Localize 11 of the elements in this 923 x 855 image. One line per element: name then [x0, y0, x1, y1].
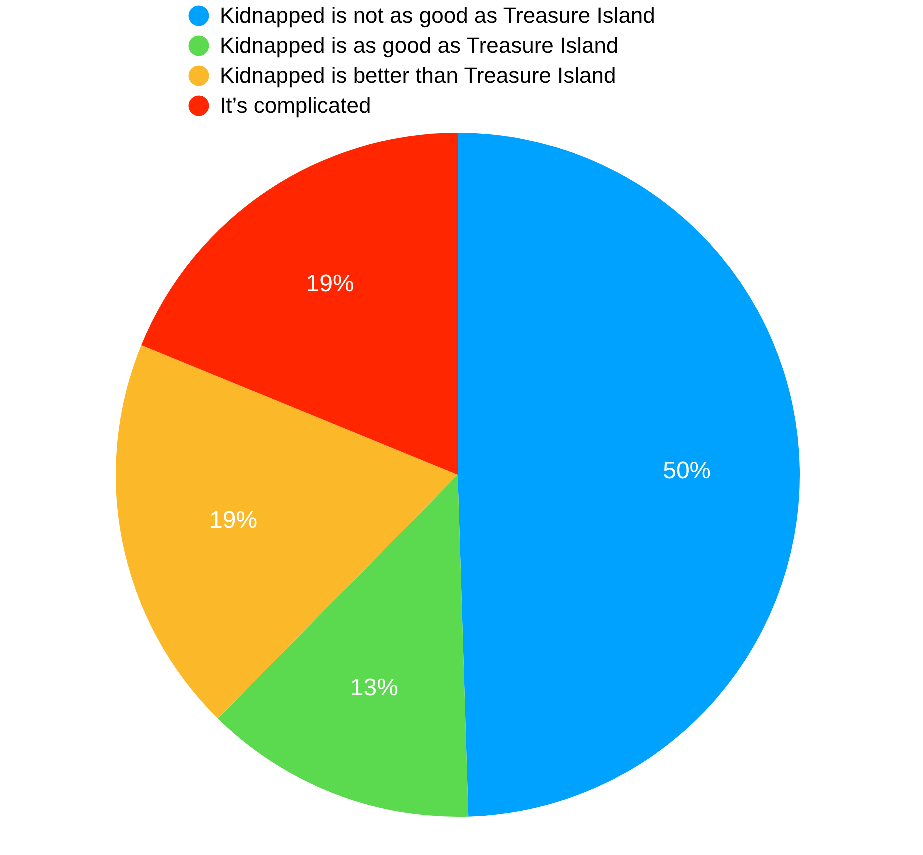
- pie-slice: [116, 345, 458, 719]
- data-label: 19%: [210, 507, 258, 534]
- data-label: 19%: [306, 270, 354, 298]
- legend-label: Kidnapped is as good as Treasure Island: [220, 33, 619, 58]
- data-label: 13%: [350, 674, 398, 702]
- data-label: 50%: [663, 457, 712, 484]
- legend-label: It’s complicated: [220, 93, 372, 118]
- pie-slice: [458, 133, 800, 817]
- legend-label: Kidnapped is not as good as Treasure Island: [220, 3, 656, 28]
- legend-label: Kidnapped is better than Treasure Island: [220, 63, 616, 88]
- pie-slice: [142, 133, 458, 475]
